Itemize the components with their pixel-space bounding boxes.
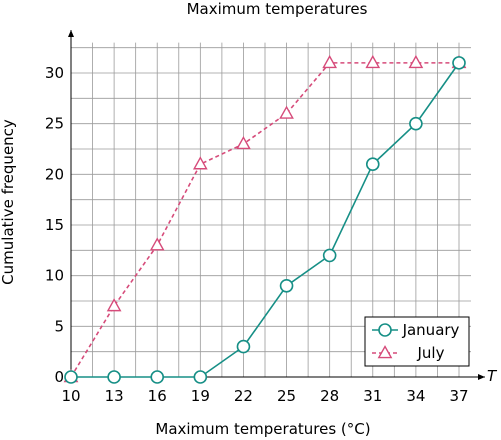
data-point-january — [150, 370, 165, 384]
x-tick-label: 16 — [148, 387, 167, 405]
legend-marker-july — [377, 345, 393, 359]
data-point-july — [279, 105, 294, 119]
chart-title: Maximum temperatures — [187, 0, 368, 18]
y-tick-label: 20 — [45, 165, 64, 183]
y-tick-label: 15 — [45, 216, 64, 234]
y-tick-labels: 0 5 10 15 20 25 30 — [45, 64, 64, 386]
data-point-july — [408, 54, 424, 69]
series-line-july — [70, 62, 459, 378]
data-point-january — [365, 157, 380, 171]
x-tick-label: 13 — [105, 387, 124, 405]
legend-marker-january — [378, 323, 392, 337]
x-tick-labels: 10 13 16 19 22 25 28 31 34 37 — [61, 387, 468, 405]
series-layer — [63, 54, 467, 384]
y-tick-label: 30 — [45, 64, 64, 82]
y-tick-label: 0 — [54, 368, 64, 386]
legend-label-july: July — [417, 344, 445, 362]
data-point-july — [192, 156, 208, 170]
y-tick-label: 10 — [45, 267, 64, 285]
x-tick-label: 31 — [363, 387, 382, 405]
data-point-july — [322, 54, 338, 69]
y-tick-label: 25 — [45, 115, 64, 133]
data-point-january — [322, 248, 337, 263]
data-point-january — [193, 370, 208, 384]
x-axis-variable: T — [487, 367, 498, 385]
data-point-january — [452, 56, 466, 70]
y-tick-label: 5 — [54, 317, 64, 335]
legend-label-january: January — [402, 321, 460, 339]
series-line-january — [71, 62, 460, 378]
data-point-july — [236, 135, 251, 150]
x-tick-label: 19 — [191, 387, 210, 405]
x-tick-label: 10 — [61, 387, 80, 405]
y-axis-label: Cumulative frequency — [0, 119, 17, 285]
x-tick-label: 22 — [234, 387, 253, 405]
x-axis-arrow — [478, 374, 485, 380]
data-point-july — [149, 237, 165, 251]
data-point-january — [107, 370, 121, 384]
data-point-january — [279, 278, 294, 293]
data-point-july — [365, 54, 381, 69]
x-axis-label: Maximum temperatures (°C) — [155, 420, 370, 438]
data-point-january — [64, 370, 78, 384]
data-point-january — [236, 339, 251, 354]
legend: January July — [364, 316, 470, 367]
x-tick-label: 34 — [406, 387, 425, 405]
series-january — [64, 56, 466, 384]
x-tick-label: 28 — [320, 387, 339, 405]
data-point-january — [409, 116, 423, 131]
data-point-july — [106, 298, 122, 312]
x-tick-label: 25 — [277, 387, 296, 405]
x-tick-label: 37 — [449, 387, 468, 405]
y-axis-arrow — [68, 30, 74, 37]
